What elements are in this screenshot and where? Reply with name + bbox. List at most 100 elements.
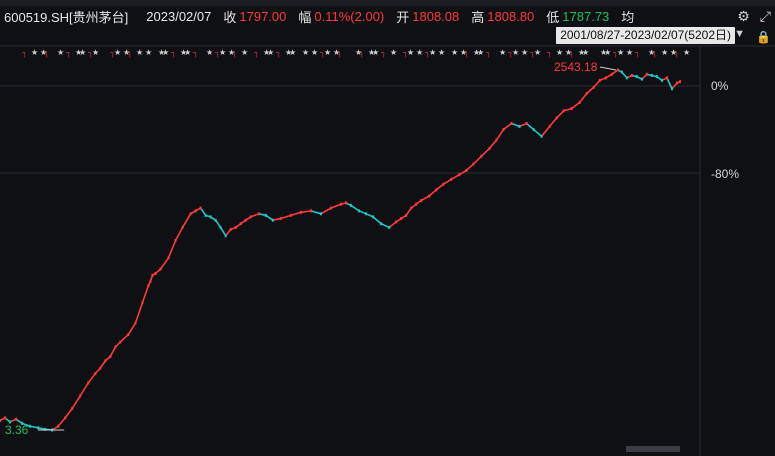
price-segment: [29, 425, 39, 429]
event-marker: ★: [565, 48, 572, 57]
price-point: [502, 128, 505, 132]
event-marker: ★: [648, 48, 655, 57]
event-marker: ┐: [87, 48, 94, 58]
event-marker: ┐: [358, 48, 365, 58]
price-segment: [549, 117, 558, 127]
lock-icon[interactable]: 🔒: [756, 30, 771, 44]
price-segment: [280, 214, 292, 220]
price-point: [199, 206, 202, 210]
price-segment: [37, 427, 46, 431]
price-segment: [290, 211, 302, 217]
price-segment: [571, 101, 581, 110]
price-point: [134, 321, 137, 325]
event-marker: ★: [683, 48, 690, 57]
event-marker: ┐: [231, 48, 238, 58]
price-point: [94, 372, 97, 376]
price-segment: [51, 425, 59, 431]
price-point: [0, 419, 1, 423]
price-segment: [265, 214, 274, 221]
price-point: [214, 218, 217, 222]
event-marker: ┐: [275, 48, 282, 58]
event-marker: ┐: [109, 48, 116, 58]
scroll-bar[interactable]: [626, 446, 680, 452]
price-point: [159, 267, 162, 271]
price-point: [518, 124, 521, 128]
price-point: [604, 76, 607, 80]
price-segment: [465, 163, 474, 172]
price-segment: [141, 285, 150, 304]
price-point: [365, 212, 368, 216]
change-value: 0.11%(2.00): [314, 8, 385, 24]
price-point: [239, 222, 242, 226]
event-marker: ┐: [170, 48, 177, 58]
price-point: [380, 222, 383, 226]
gear-icon[interactable]: ⚙: [737, 8, 750, 24]
price-point: [555, 116, 558, 120]
event-marker: ┐: [485, 48, 492, 58]
price-point: [665, 76, 668, 80]
price-point: [645, 72, 648, 76]
price-point: [244, 218, 247, 222]
price-point: [114, 345, 117, 349]
price-segment: [611, 69, 619, 75]
price-point: [620, 70, 623, 74]
price-segment: [579, 92, 588, 103]
extreme-labels: 2543.18 3.36: [5, 60, 616, 437]
price-segment: [79, 382, 89, 397]
event-marker: ┐: [612, 48, 619, 58]
event-marker: ┐: [651, 48, 658, 58]
price-point: [670, 87, 673, 91]
event-marker: ┐: [568, 48, 575, 58]
event-marker: ★: [512, 48, 519, 57]
event-marker: ★: [578, 48, 585, 57]
chevron-down-icon[interactable]: ▼: [734, 28, 745, 40]
price-point: [109, 355, 112, 359]
price-point: [37, 426, 40, 430]
close-label: 收: [223, 9, 237, 25]
event-marker: ★: [451, 48, 458, 57]
event-marker: ★: [311, 48, 318, 57]
event-marker: ★: [355, 48, 362, 57]
price-point: [279, 217, 282, 221]
price-segment: [159, 257, 170, 270]
header-icons: ⚙ ⤢: [737, 6, 771, 26]
price-point: [465, 168, 468, 172]
date-range-selector[interactable]: 2001/08/27-2023/02/07(5202日): [556, 27, 735, 44]
event-marker: ★: [263, 48, 270, 57]
price-segment: [15, 418, 23, 424]
event-marker: ★: [285, 48, 292, 57]
price-segment: [57, 417, 66, 427]
event-marker: ★: [617, 48, 624, 57]
price-point: [675, 81, 678, 85]
price-point: [87, 381, 90, 385]
event-marker: ★: [670, 48, 677, 57]
price-segment: [300, 210, 312, 214]
stock-code[interactable]: 600519.SH[贵州茅台]: [4, 9, 129, 25]
price-segment: [428, 189, 437, 197]
event-marker: ★: [416, 48, 423, 57]
price-point: [372, 215, 375, 219]
event-marker: ★: [324, 48, 331, 57]
event-marker: ★: [114, 48, 121, 57]
price-point: [257, 212, 260, 216]
price-segment: [272, 217, 281, 221]
price-point: [480, 154, 483, 158]
price-segment: [167, 240, 177, 259]
price-point: [610, 72, 613, 76]
event-marker: ★: [40, 48, 47, 57]
price-point: [271, 218, 274, 222]
price-point: [29, 424, 32, 428]
price-segment: [666, 77, 673, 90]
price-point: [174, 239, 177, 243]
y-tick-label: 0%: [711, 79, 729, 93]
price-segment: [526, 122, 535, 131]
price-segment: [71, 395, 81, 409]
price-segment: [480, 147, 490, 157]
price-point: [167, 256, 170, 260]
price-point: [57, 424, 60, 428]
expand-icon[interactable]: ⤢: [759, 8, 771, 24]
price-point: [562, 109, 565, 113]
event-marker: ★: [79, 48, 86, 57]
event-marker: ┐: [463, 48, 470, 58]
